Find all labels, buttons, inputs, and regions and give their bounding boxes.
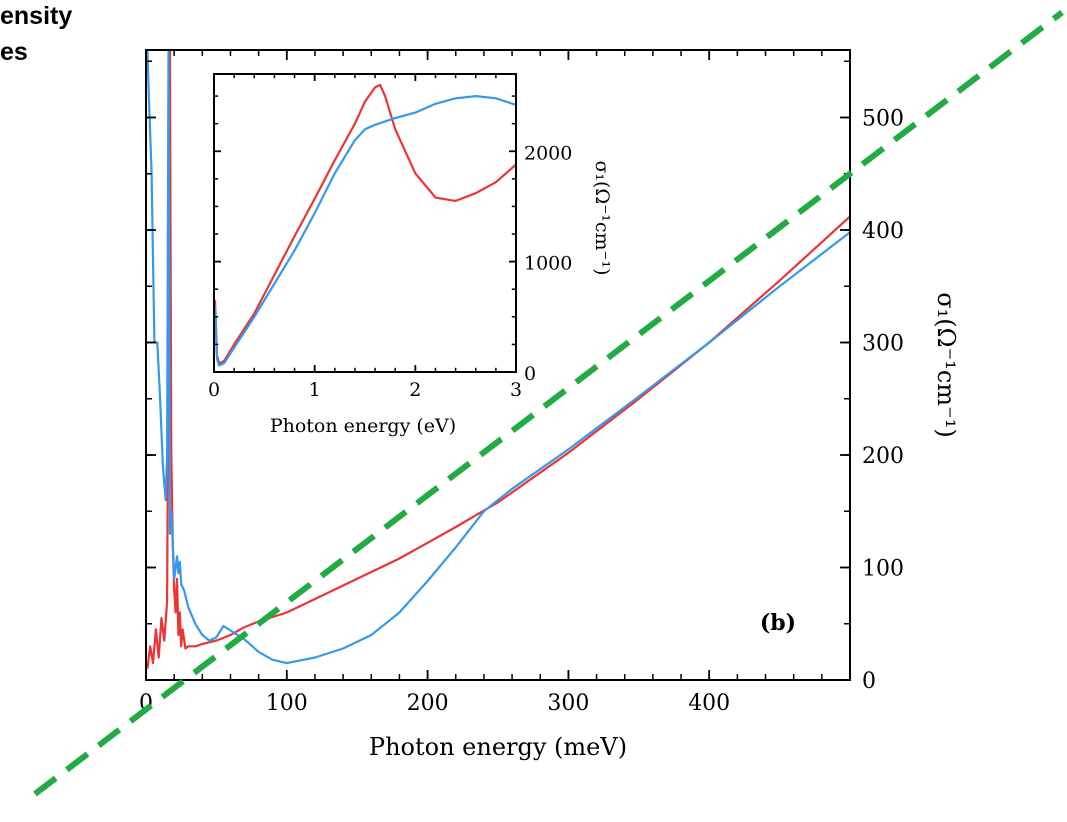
inset-x-tick-label: 2: [409, 379, 421, 401]
inset-plot-frame: [213, 73, 517, 373]
inset-x-tick-label: 3: [510, 379, 522, 401]
main-series-1-line: [146, 50, 850, 669]
inset-series-2-line: [214, 95, 516, 367]
slide-text-line-1: ensity: [0, 2, 73, 30]
green-dashed-guide-line: [33, 10, 1064, 797]
inset-series-1-line: [214, 83, 516, 365]
main-x-tick-label: 100: [266, 691, 308, 716]
panel-label: (b): [760, 610, 796, 636]
main-x-tick-label: 400: [688, 691, 730, 716]
main-x-tick-label: 200: [407, 691, 449, 716]
inset-x-axis-title: Photon energy (eV): [270, 415, 456, 437]
inset-y-tick-label: 0: [524, 363, 536, 385]
inset-y-tick-label: 1000: [524, 253, 572, 275]
main-y-tick-label: 100: [862, 557, 904, 582]
main-x-axis-title: Photon energy (meV): [369, 733, 627, 761]
main-y-tick-label: 400: [862, 219, 904, 244]
main-x-tick-label: 300: [547, 691, 589, 716]
inset-y-axis-title: σ₁(Ω⁻¹cm⁻¹): [591, 160, 613, 275]
inset-background: [214, 74, 516, 372]
guide-line-layer: [33, 10, 1064, 797]
main-plot-frame: [145, 49, 851, 681]
slide-text-line-2: es: [0, 38, 28, 66]
main-series-2-line: [146, 50, 850, 665]
main-y-tick-label: 300: [862, 332, 904, 357]
main-y-tick-label: 0: [862, 669, 876, 694]
inset-y-tick-label: 2000: [524, 142, 572, 164]
main-y-axis-title: σ₁(Ω⁻¹cm⁻¹): [932, 292, 960, 437]
main-plot: 0 100 200 300 400 0 100 200 300 400 500 Photon ener…: [139, 49, 960, 761]
inset-x-tick-label: 0: [208, 379, 220, 401]
main-y-tick-label: 200: [862, 444, 904, 469]
inset-x-tick-label: 1: [309, 379, 321, 401]
main-y-tick-label: 500: [862, 107, 904, 132]
